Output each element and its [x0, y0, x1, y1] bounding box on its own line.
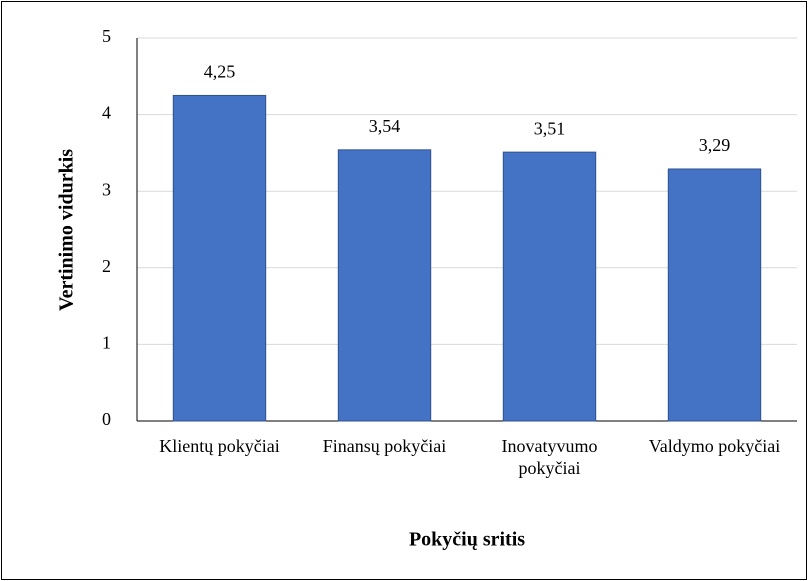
bar [172, 94, 267, 422]
bar [502, 151, 597, 422]
x-tick-label: Finansų pokyčiai [322, 436, 447, 456]
x-axis-title: Pokyčių sritis [409, 529, 525, 551]
y-tick-label: 5 [102, 26, 111, 46]
bar [667, 168, 762, 422]
x-tick-label: Klientų pokyčiai [159, 436, 280, 456]
y-tick-label: 3 [102, 179, 111, 199]
data-label: 3,29 [699, 135, 731, 155]
y-tick-label: 0 [102, 409, 111, 429]
bar [337, 149, 432, 422]
data-label: 3,51 [534, 118, 566, 138]
y-tick-label: 4 [102, 103, 111, 123]
y-tick-label: 1 [102, 333, 111, 353]
x-tick-label: Valdymo pokyčiai [648, 436, 781, 456]
data-label: 3,54 [369, 116, 401, 136]
y-axis-title: Vertinimo vidurkis [56, 149, 78, 311]
x-tick-label: Inovatyvumo pokyčiai [501, 436, 598, 478]
data-label: 4,25 [204, 62, 236, 82]
y-tick-label: 2 [102, 256, 111, 276]
